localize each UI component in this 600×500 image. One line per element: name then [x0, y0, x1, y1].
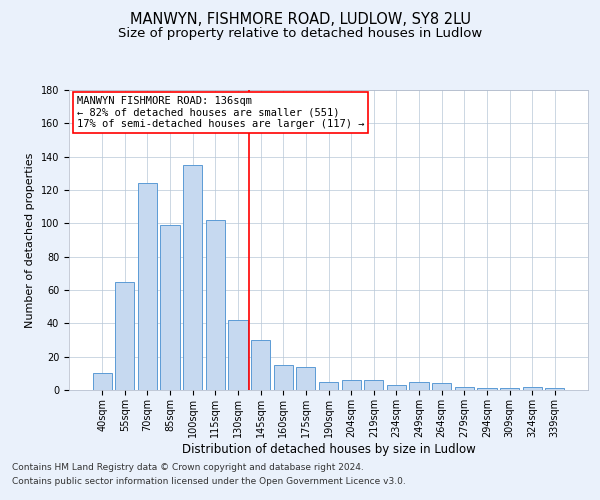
- Bar: [296, 366, 316, 390]
- Text: MANWYN FISHMORE ROAD: 136sqm
← 82% of detached houses are smaller (551)
17% of s: MANWYN FISHMORE ROAD: 136sqm ← 82% of de…: [77, 96, 364, 129]
- Bar: [138, 184, 157, 390]
- Bar: [115, 282, 134, 390]
- Bar: [341, 380, 361, 390]
- Text: Contains public sector information licensed under the Open Government Licence v3: Contains public sector information licen…: [12, 478, 406, 486]
- Bar: [160, 225, 180, 390]
- Bar: [455, 386, 474, 390]
- Y-axis label: Number of detached properties: Number of detached properties: [25, 152, 35, 328]
- Bar: [319, 382, 338, 390]
- Bar: [545, 388, 565, 390]
- Bar: [409, 382, 428, 390]
- Text: Size of property relative to detached houses in Ludlow: Size of property relative to detached ho…: [118, 28, 482, 40]
- Bar: [523, 386, 542, 390]
- Bar: [500, 388, 519, 390]
- Bar: [387, 385, 406, 390]
- Text: MANWYN, FISHMORE ROAD, LUDLOW, SY8 2LU: MANWYN, FISHMORE ROAD, LUDLOW, SY8 2LU: [130, 12, 470, 28]
- X-axis label: Distribution of detached houses by size in Ludlow: Distribution of detached houses by size …: [182, 442, 475, 456]
- Bar: [183, 165, 202, 390]
- Bar: [364, 380, 383, 390]
- Bar: [229, 320, 248, 390]
- Bar: [477, 388, 497, 390]
- Bar: [274, 365, 293, 390]
- Bar: [432, 384, 451, 390]
- Bar: [251, 340, 270, 390]
- Bar: [206, 220, 225, 390]
- Bar: [92, 374, 112, 390]
- Text: Contains HM Land Registry data © Crown copyright and database right 2024.: Contains HM Land Registry data © Crown c…: [12, 462, 364, 471]
